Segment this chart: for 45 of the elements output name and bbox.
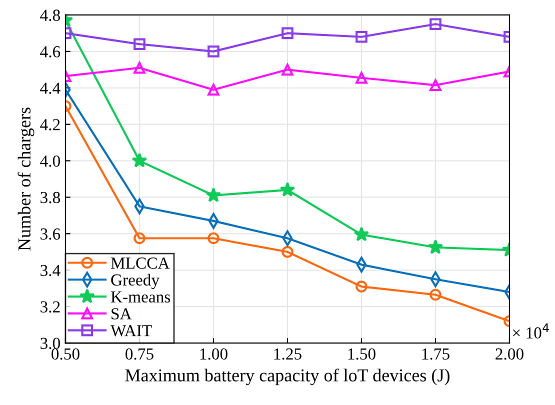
point <box>430 79 442 92</box>
x-tick-label: 1.25 <box>274 348 302 360</box>
legend-label: K-means <box>110 291 170 303</box>
x-tick-label: 0.50 <box>52 348 80 360</box>
point <box>208 232 220 244</box>
y-tick-label: 3.8 <box>40 192 60 204</box>
text: × 10$^{4}$ <box>513 324 549 339</box>
x-tick-label: 1.50 <box>348 348 376 360</box>
point <box>206 187 222 202</box>
y-tick-label: 4.2 <box>40 119 60 130</box>
y-tick-label: 3.2 <box>40 301 60 313</box>
point <box>282 64 294 76</box>
point <box>208 46 220 58</box>
point <box>280 182 296 197</box>
point <box>134 62 146 74</box>
point <box>134 38 146 50</box>
legend-label: SA <box>112 308 132 320</box>
point <box>282 27 294 40</box>
point <box>208 84 220 96</box>
x-tick-label: 1.00 <box>200 348 228 360</box>
legend-label: WAIT <box>110 325 152 336</box>
x-tick-label: 0.75 <box>126 348 154 360</box>
legend-label: MLCCA <box>110 258 170 269</box>
y-tick-label: 3.6 <box>40 228 60 240</box>
y-axis-title: Number of chargers <box>18 108 34 251</box>
x-tick-label: 1.75 <box>422 348 450 360</box>
point <box>132 152 148 168</box>
y-tick-label: 4.0 <box>40 155 60 167</box>
legend-label: Greedy <box>111 274 160 290</box>
y-tick-label: 4.6 <box>40 46 60 58</box>
point <box>282 246 294 258</box>
point <box>356 30 368 43</box>
point <box>134 232 146 244</box>
point <box>356 280 368 292</box>
x-axis-title: Maximum battery capacity of loT devices (J) <box>125 368 450 386</box>
point <box>356 72 368 84</box>
y-tick-label: 4.8 <box>40 10 60 22</box>
y-tick-label: 3.0 <box>40 338 60 350</box>
point <box>428 239 444 254</box>
point <box>354 226 370 242</box>
point <box>430 18 442 30</box>
point <box>430 288 442 301</box>
y-tick-label: 4.4 <box>40 82 60 94</box>
x-tick-label: 2.00 <box>496 348 524 360</box>
y-tick-label: 3.4 <box>40 264 60 276</box>
